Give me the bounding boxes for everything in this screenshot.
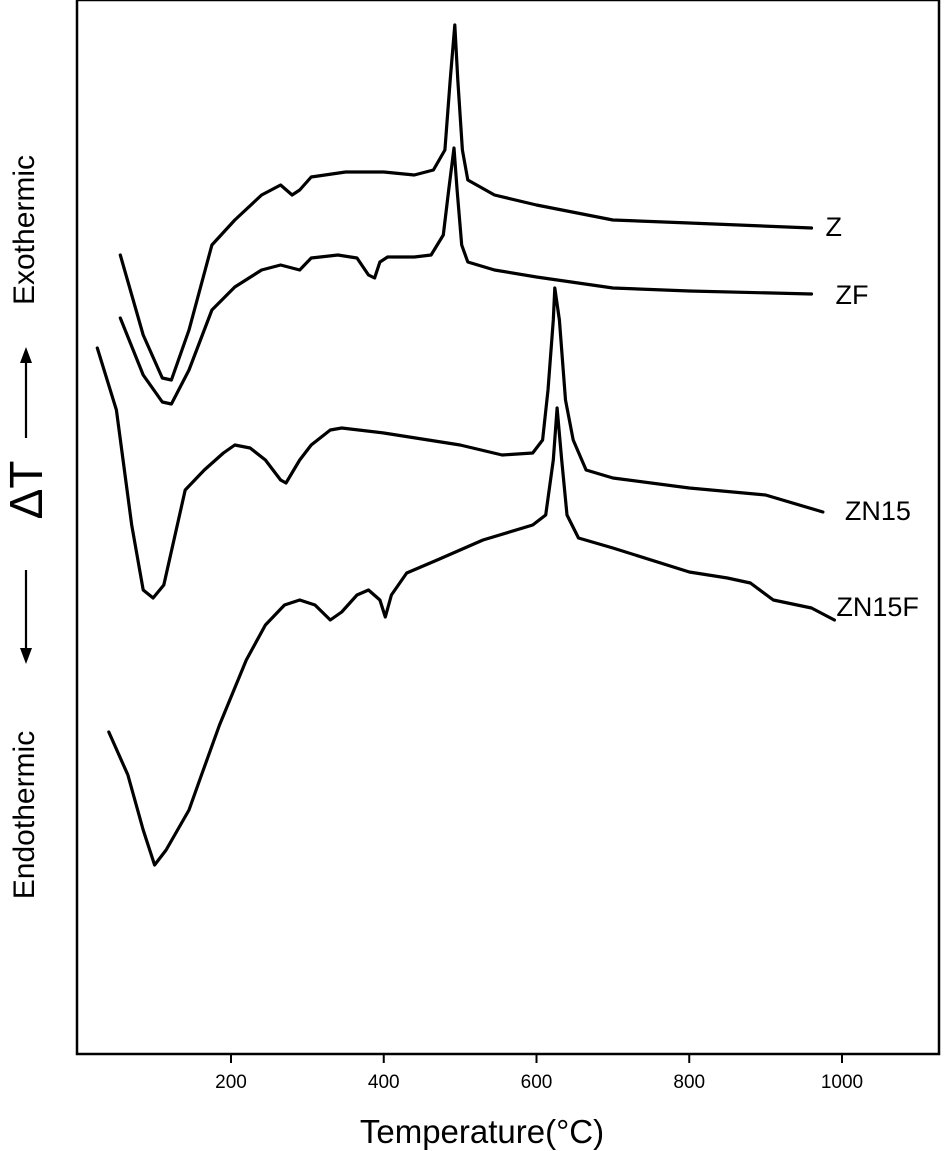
x-tick-label-400: 400	[368, 1072, 400, 1093]
curve-zn15	[95, 286, 825, 600]
plot-frame	[75, 0, 941, 1056]
series-labels-group: Z ZF ZN15 ZN15F	[826, 212, 919, 622]
down-arrow-icon	[20, 648, 32, 664]
up-arrow-icon	[20, 347, 32, 363]
x-tick-label-600: 600	[521, 1072, 553, 1093]
curves-group	[95, 23, 836, 867]
series-label-z: Z	[826, 212, 843, 242]
exothermic-label: Exothermic	[8, 155, 41, 305]
series-label-zf: ZF	[836, 280, 869, 310]
endothermic-label: Endothermic	[8, 731, 41, 899]
series-label-zn15: ZN15	[845, 496, 911, 526]
series-label-zn15f: ZN15F	[836, 592, 919, 622]
curve-z	[118, 23, 814, 382]
x-tick-label-800: 800	[673, 1072, 705, 1093]
x-axis-ticks: 200 400 600 800 1000	[215, 1054, 863, 1093]
x-axis-title: Temperature(°C)	[360, 1113, 604, 1150]
curve-zf	[118, 146, 814, 406]
delta-t-label: ΔT	[0, 461, 52, 520]
x-tick-label-200: 200	[215, 1072, 247, 1093]
x-tick-label-1000: 1000	[821, 1072, 863, 1093]
curve-zn15f	[107, 406, 836, 867]
